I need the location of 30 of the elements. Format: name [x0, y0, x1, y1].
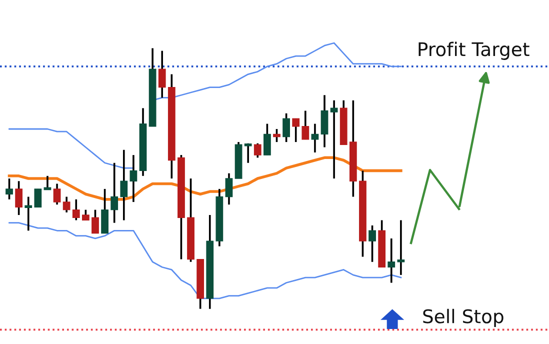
candlestick — [254, 142, 262, 159]
candlestick — [101, 188, 108, 234]
candlestick — [273, 128, 280, 143]
candlestick — [320, 94, 328, 148]
candlestick — [6, 178, 13, 200]
candlestick — [302, 110, 310, 140]
candlestick — [92, 208, 99, 234]
candlestick — [53, 182, 61, 206]
candlestick — [158, 50, 166, 99]
candlestick — [264, 122, 271, 156]
candlestick — [282, 112, 290, 143]
candlestick — [34, 188, 42, 208]
candlestick — [388, 238, 396, 284]
candlestick — [292, 118, 300, 143]
candlestick — [62, 196, 70, 214]
candlestick — [397, 219, 405, 276]
ref-line-label: Profit Target — [418, 42, 530, 60]
candlestick — [24, 196, 32, 232]
candlestick — [311, 122, 319, 154]
candlestick — [15, 180, 23, 216]
candlestick — [82, 208, 90, 222]
candlestick — [330, 99, 338, 180]
candlestick — [368, 224, 376, 263]
candlestick — [225, 172, 233, 206]
text: Sell Stop — [423, 308, 504, 328]
candlestick — [244, 142, 252, 164]
candlestick — [120, 148, 128, 222]
candlestick — [130, 154, 138, 203]
candlestick — [110, 162, 118, 224]
candlestick — [72, 198, 80, 222]
